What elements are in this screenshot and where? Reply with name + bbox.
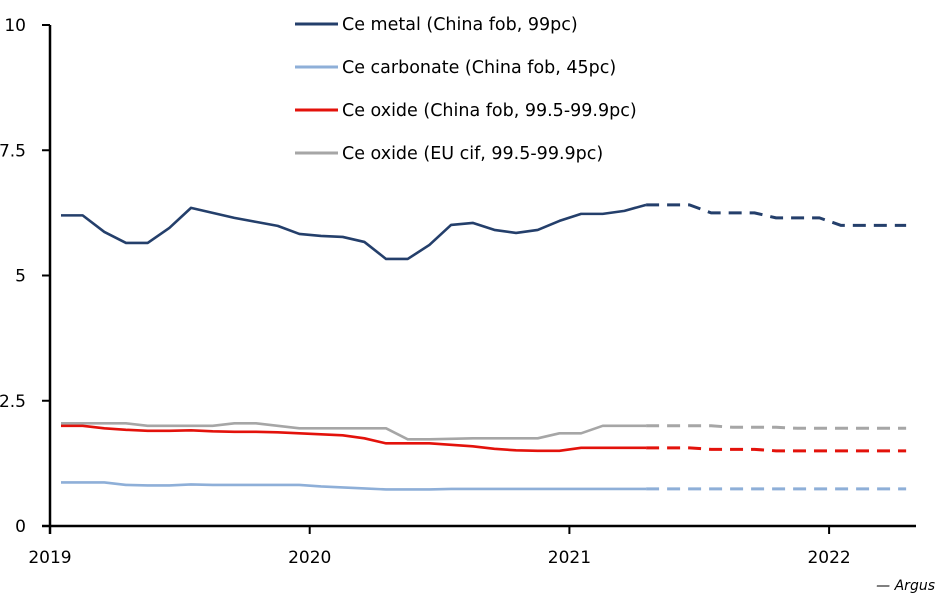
series-line-actual xyxy=(61,203,647,261)
y-tick-label: 0 xyxy=(15,517,26,537)
source-label: — Argus xyxy=(876,578,935,594)
y-tick-label: 5 xyxy=(15,267,26,287)
y-tick-label: 7.5 xyxy=(0,141,26,161)
series-1 xyxy=(61,481,907,491)
series-line-actual xyxy=(61,421,647,441)
x-tick-label: 2022 xyxy=(807,548,850,568)
series-line-forecast xyxy=(646,203,907,227)
series-3 xyxy=(61,421,907,441)
series-line-forecast xyxy=(646,446,907,453)
legend-item: Ce oxide (EU cif, 99.5-99.9pc) xyxy=(295,144,603,164)
legend-item: Ce oxide (China fob, 99.5-99.9pc) xyxy=(295,101,637,121)
series-0 xyxy=(61,203,907,261)
series-line-forecast xyxy=(646,424,907,430)
series-layer xyxy=(61,203,907,491)
legend: Ce metal (China fob, 99pc) Ce carbonate (… xyxy=(295,15,637,164)
legend-label: Ce oxide (China fob, 99.5-99.9pc) xyxy=(342,101,637,121)
x-tick-label: 2020 xyxy=(288,548,331,568)
legend-label: Ce carbonate (China fob, 45pc) xyxy=(342,58,616,78)
series-line-actual xyxy=(61,424,647,453)
series-2 xyxy=(61,424,907,453)
y-tick-label: 10 xyxy=(4,16,26,36)
x-tick-label: 2019 xyxy=(28,548,71,568)
legend-item: Ce carbonate (China fob, 45pc) xyxy=(295,58,616,78)
y-tick-label: 2.5 xyxy=(0,392,26,412)
legend-item: Ce metal (China fob, 99pc) xyxy=(295,15,578,35)
legend-label: Ce oxide (EU cif, 99.5-99.9pc) xyxy=(342,144,603,164)
legend-label: Ce metal (China fob, 99pc) xyxy=(342,15,578,35)
axes: 0 2.5 5 7.5 10 2019 2020 2021 2022 xyxy=(0,16,916,568)
series-line-actual xyxy=(61,481,647,491)
x-tick-label: 2021 xyxy=(548,548,591,568)
